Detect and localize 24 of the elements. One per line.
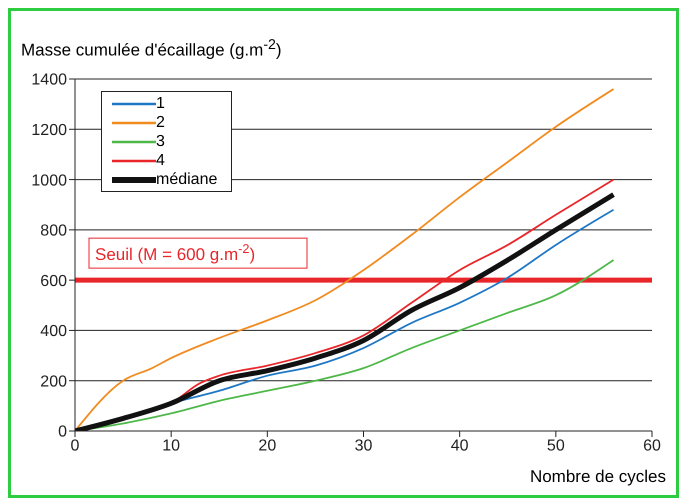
legend-label: 2 bbox=[156, 113, 165, 132]
legend-label: 1 bbox=[156, 94, 165, 113]
legend-label: 3 bbox=[156, 132, 165, 151]
legend-label: 4 bbox=[156, 151, 165, 170]
x-tick-label: 30 bbox=[354, 437, 372, 454]
x-tick-label: 40 bbox=[450, 437, 469, 454]
ref-line-label: Seuil (M = 600 g.m$^{-2}$) bbox=[95, 240, 256, 264]
y-axis-title: Masse cumulée d'écaillage (g.m$^{-2}$) bbox=[21, 37, 282, 61]
y-tick-label: 1000 bbox=[31, 172, 68, 190]
x-tick-label: 60 bbox=[643, 437, 661, 454]
x-axis-title: Nombre de cycles bbox=[530, 467, 666, 487]
x-tick-label: 0 bbox=[70, 437, 80, 454]
y-tick-label: 400 bbox=[40, 323, 68, 340]
x-tick-label: 20 bbox=[258, 437, 276, 454]
y-tick-label: 0 bbox=[58, 424, 68, 441]
x-tick-label: 50 bbox=[546, 437, 565, 454]
y-tick-label: 200 bbox=[40, 373, 68, 390]
y-tick-label: 1200 bbox=[31, 122, 68, 139]
line-series bbox=[75, 88, 614, 431]
y-tick-label: 1400 bbox=[31, 72, 68, 89]
x-tick-label: 10 bbox=[162, 437, 180, 454]
legend-label: médiane bbox=[156, 170, 218, 189]
y-tick-label: 800 bbox=[40, 222, 68, 240]
y-tick-label: 600 bbox=[40, 272, 68, 290]
